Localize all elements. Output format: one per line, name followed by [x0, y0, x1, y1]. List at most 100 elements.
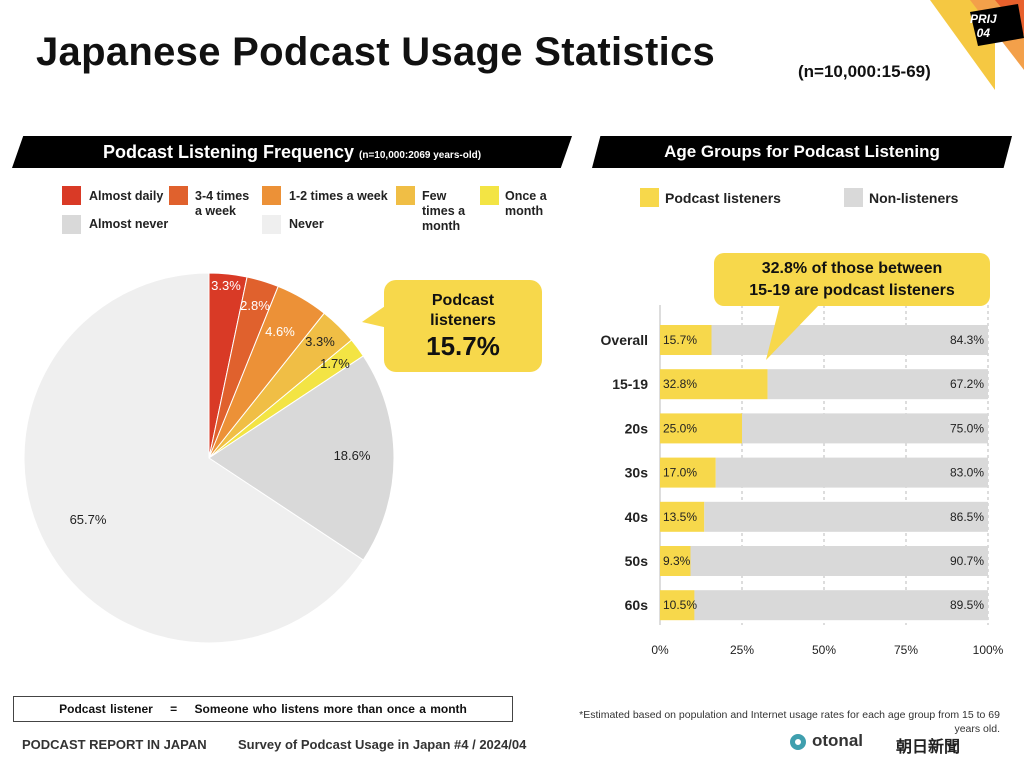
prij-badge: PRIJ 04: [970, 12, 997, 40]
legend-never: Never: [289, 217, 324, 231]
bar-label-listeners: 25.0%: [663, 421, 697, 435]
x-tick-label: 25%: [730, 643, 754, 657]
legend-swatch-once: [480, 186, 499, 205]
legend-swatch-never: [262, 215, 281, 234]
pie-data-label: 4.6%: [265, 324, 295, 339]
pie-callout-bubble: [362, 280, 542, 372]
pie-data-label: 18.6%: [334, 448, 371, 463]
pie-title-note: (n=10,000:2069 years-old): [359, 150, 482, 161]
pie-chart-title: Podcast Listening Frequency (n=10,000:20…: [12, 136, 572, 168]
pie-title-text: Podcast Listening Frequency: [102, 142, 355, 162]
pie-chart: 3.3% 2.8% 4.6% 3.3% 1.7% 18.6% 65.7%: [23, 272, 395, 644]
category-label: 60s: [625, 597, 649, 613]
bar-label-non-listeners: 86.5%: [950, 510, 984, 524]
definition-eq: =: [170, 702, 178, 716]
legend-swatch-almost-never: [62, 215, 81, 234]
bar-label-non-listeners: 67.2%: [950, 377, 984, 391]
badge-line1: PRIJ: [970, 12, 997, 26]
page-title: Japanese Podcast Usage Statistics: [36, 30, 716, 74]
pie-slice: [208, 355, 395, 561]
asahi-logo: 朝日新聞: [896, 739, 961, 756]
legend-swatch-almost-daily: [62, 186, 81, 205]
bar-label-non-listeners: 83.0%: [950, 466, 984, 480]
pie-callout: Podcast listeners 15.7%: [384, 291, 542, 361]
category-label: 40s: [625, 509, 649, 525]
category-label: 50s: [625, 553, 649, 569]
legend-swatch-listeners: [640, 188, 659, 207]
category-label: 30s: [625, 465, 649, 481]
bar-listeners: [660, 590, 695, 621]
legend-swatch-3-4: [169, 186, 188, 205]
callout-line2: listeners: [430, 312, 496, 329]
legend-almost-daily: Almost daily: [89, 189, 164, 203]
legend-once: Once a month: [505, 189, 547, 218]
bar-label-listeners: 13.5%: [663, 510, 697, 524]
bar-label-non-listeners: 75.0%: [950, 421, 984, 435]
bar-non-listeners: [742, 413, 988, 444]
pie-data-label: 1.7%: [320, 356, 350, 371]
bar-label-listeners: 32.8%: [663, 377, 697, 391]
legend-1-2: 1-2 times a week: [289, 189, 388, 203]
bar-callout-bubble: [714, 253, 990, 306]
legend-3-4: 3-4 times a week: [195, 189, 250, 218]
footnote: *Estimated based on population and Inter…: [530, 708, 1000, 736]
badge-line2: 04: [976, 26, 991, 40]
bar-callout: 32.8% of those between 15-19 are podcast…: [714, 258, 990, 302]
bar-callout-pointer: [766, 304, 820, 360]
category-label: 20s: [625, 420, 649, 436]
category-label: Overall: [601, 332, 648, 348]
bar-callout-line2: 15-19 are podcast listeners: [749, 282, 955, 299]
pie-data-label: 3.3%: [305, 334, 335, 349]
bar-non-listeners: [690, 546, 988, 576]
bar-non-listeners: [711, 325, 988, 355]
bar-non-listeners: [715, 457, 988, 488]
legend-swatch-1-2: [262, 186, 281, 205]
callout-line1: Podcast: [431, 292, 495, 309]
otonal-logo-icon: [790, 734, 806, 750]
pie-data-label: 2.8%: [240, 298, 270, 313]
callout-value: 15.7%: [426, 331, 500, 361]
bar-label-listeners: 9.3%: [663, 554, 691, 568]
pie-data-label: 3.3%: [211, 278, 241, 293]
legend-almost-never: Almost never: [89, 217, 169, 231]
bar-listeners: [660, 413, 742, 444]
bar-label-listeners: 10.5%: [663, 598, 697, 612]
pie-data-label: 65.7%: [70, 512, 107, 527]
x-tick-label: 75%: [894, 643, 918, 657]
bar-non-listeners: [694, 590, 988, 621]
footnote-line2: years old.: [954, 723, 1000, 735]
definition-box: Podcast listener = Someone who listens m…: [13, 696, 513, 722]
bar-listeners: [660, 546, 691, 576]
x-tick-label: 100%: [973, 643, 1004, 657]
bar-label-non-listeners: 90.7%: [950, 554, 984, 568]
x-tick-label: 0%: [651, 643, 669, 657]
bar-label-listeners: 17.0%: [663, 466, 697, 480]
footnote-line1: *Estimated based on population and Inter…: [579, 709, 1000, 721]
footer-report: PODCAST REPORT IN JAPAN: [22, 737, 207, 752]
bar-callout-line1: 32.8% of those between: [761, 260, 943, 277]
definition-term: Podcast listener: [59, 702, 153, 716]
legend-swatch-few: [396, 186, 415, 205]
category-label: 15-19: [612, 376, 648, 392]
legend-non-listeners: Non-listeners: [869, 190, 959, 206]
legend-listeners: Podcast listeners: [665, 190, 781, 206]
bar-non-listeners: [767, 369, 988, 400]
bar-label-non-listeners: 89.5%: [950, 598, 984, 612]
page-subtitle: (n=10,000:15-69): [798, 62, 931, 81]
x-tick-label: 50%: [812, 643, 836, 657]
bar-listeners: [660, 325, 712, 355]
bar-chart: 0% 25% 50% 75% 100% Overall 15.7% 84.3% 15-19 32.…: [601, 253, 1004, 657]
bar-non-listeners: [704, 501, 988, 532]
legend-swatch-non-listeners: [844, 188, 863, 207]
footer-survey: Survey of Podcast Usage in Japan #4 / 20…: [238, 737, 527, 752]
bar-listeners: [660, 369, 768, 400]
bar-listeners: [660, 501, 705, 532]
definition-meaning: Someone who listens more than once a mon…: [194, 702, 467, 716]
pie-slice: [23, 272, 364, 644]
corner-decoration: [930, 0, 1024, 90]
bar-label-listeners: 15.7%: [663, 333, 697, 347]
legend-few: Few times a month: [422, 189, 466, 233]
bar-chart-title: Age Groups for Podcast Listening: [592, 136, 1012, 168]
bar-listeners: [660, 457, 716, 488]
otonal-logo: otonal: [812, 731, 863, 750]
